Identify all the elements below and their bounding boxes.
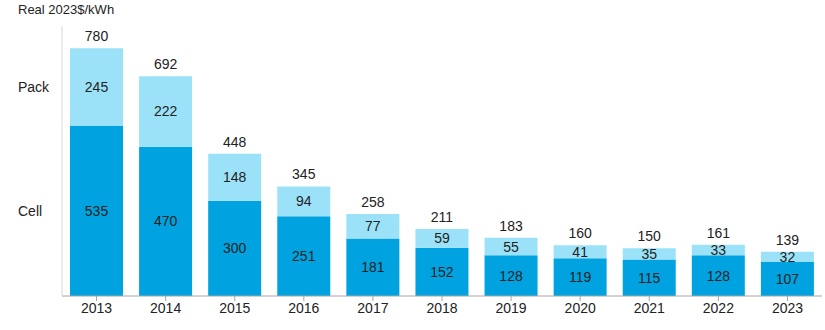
svg-text:59: 59 — [434, 230, 450, 246]
svg-text:139: 139 — [776, 232, 800, 248]
svg-text:Pack: Pack — [18, 79, 50, 95]
svg-text:161: 161 — [707, 225, 731, 241]
svg-text:160: 160 — [568, 225, 592, 241]
svg-text:181: 181 — [361, 259, 385, 275]
svg-text:183: 183 — [499, 218, 523, 234]
html-text:Real 2023$/kWh: Real 2023$/kWh — [18, 2, 115, 17]
svg-text:128: 128 — [707, 268, 731, 284]
svg-text:94: 94 — [296, 193, 312, 209]
svg-text:258: 258 — [361, 194, 385, 210]
svg-text:2014: 2014 — [150, 300, 181, 316]
svg-text:128: 128 — [499, 268, 523, 284]
svg-text:2023: 2023 — [772, 300, 803, 316]
svg-text:2015: 2015 — [219, 300, 250, 316]
svg-text:119: 119 — [569, 269, 592, 285]
svg-text:152: 152 — [430, 264, 454, 280]
svg-text:2016: 2016 — [288, 300, 319, 316]
svg-text:780: 780 — [85, 28, 109, 44]
svg-text:2013: 2013 — [81, 300, 112, 316]
svg-text:41: 41 — [572, 244, 588, 260]
svg-text:470: 470 — [154, 213, 178, 229]
svg-text:300: 300 — [223, 240, 247, 256]
svg-text:2020: 2020 — [565, 300, 596, 316]
svg-text:222: 222 — [154, 103, 178, 119]
svg-text:150: 150 — [638, 228, 662, 244]
svg-text:35: 35 — [641, 246, 657, 262]
svg-text:55: 55 — [503, 239, 519, 255]
svg-text:32: 32 — [780, 249, 796, 265]
svg-text:345: 345 — [292, 166, 316, 182]
svg-text:251: 251 — [292, 248, 316, 264]
svg-text:245: 245 — [85, 79, 109, 95]
svg-text:2021: 2021 — [634, 300, 665, 316]
svg-text:2022: 2022 — [703, 300, 734, 316]
svg-text:33: 33 — [711, 242, 727, 258]
svg-text:535: 535 — [85, 203, 109, 219]
svg-text:107: 107 — [776, 271, 800, 287]
svg-text:692: 692 — [154, 56, 178, 72]
svg-text:115: 115 — [638, 270, 661, 286]
svg-text:448: 448 — [223, 134, 247, 150]
svg-text:148: 148 — [223, 169, 247, 185]
svg-text:2017: 2017 — [357, 300, 388, 316]
svg-text:211: 211 — [431, 209, 454, 225]
svg-text:Cell: Cell — [18, 203, 42, 219]
svg-text:2018: 2018 — [426, 300, 457, 316]
svg-text:2019: 2019 — [496, 300, 527, 316]
svg-text:77: 77 — [365, 218, 381, 234]
